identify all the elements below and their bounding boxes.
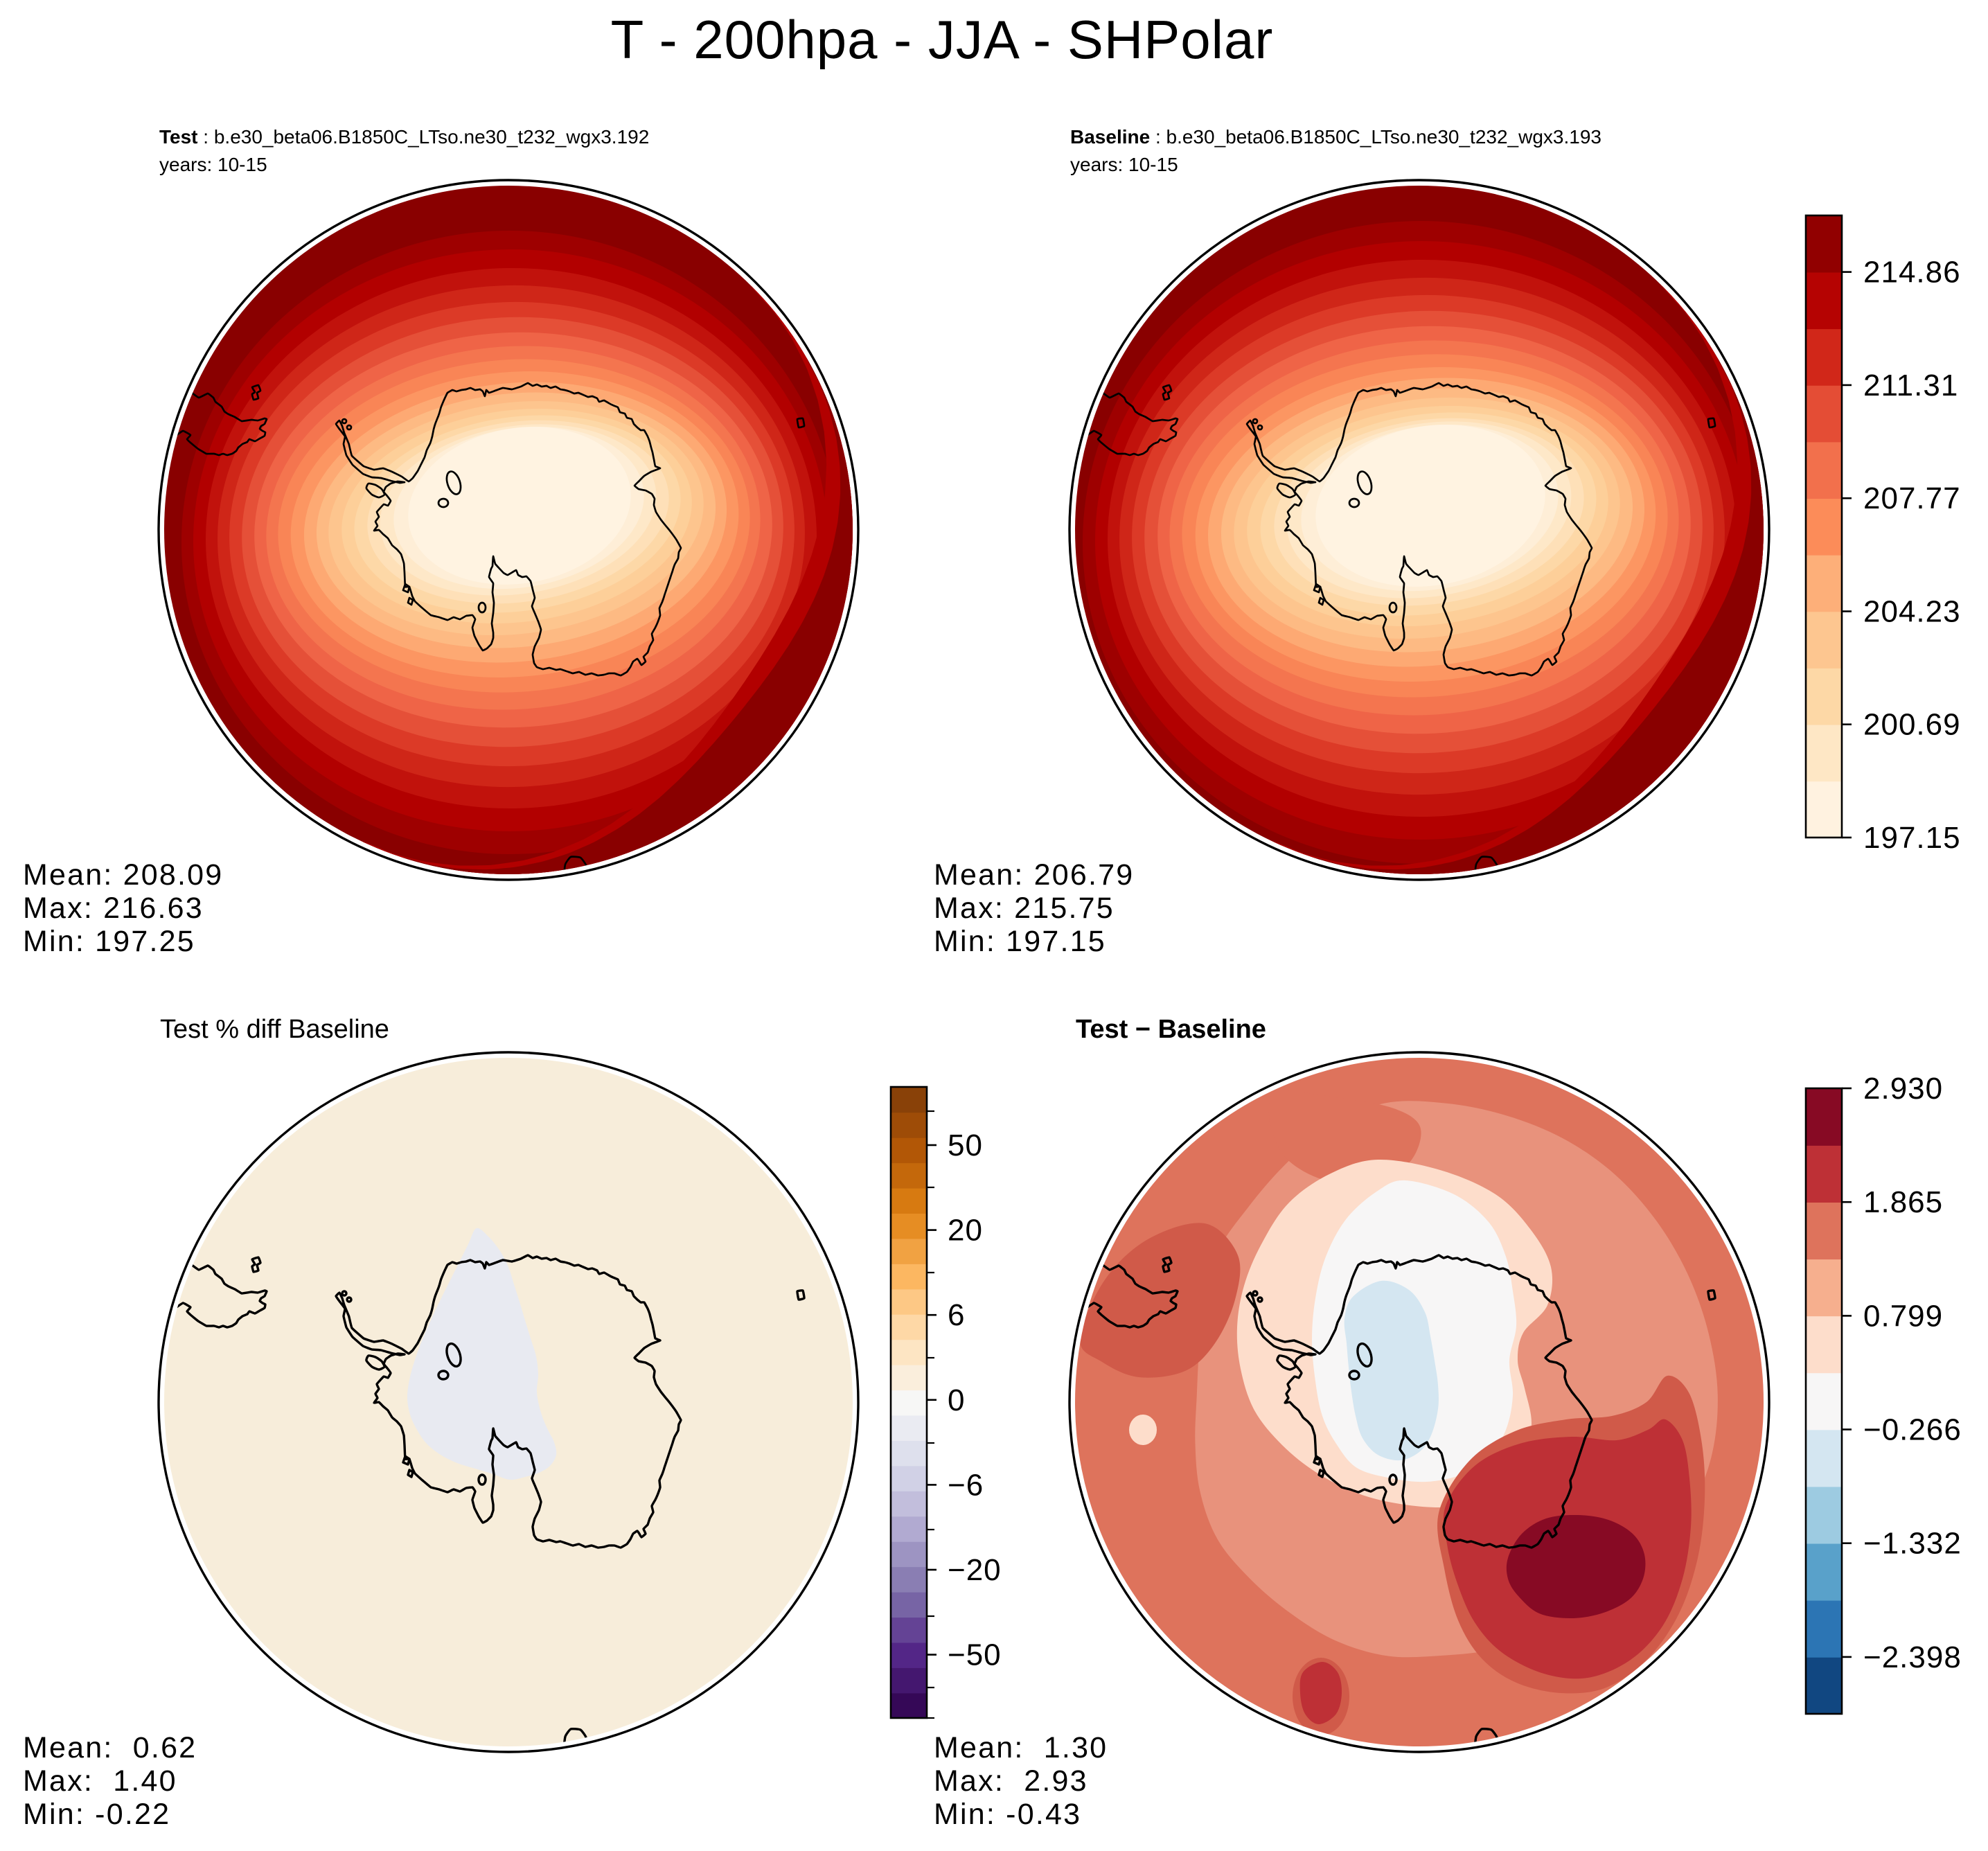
svg-text:years: 10-15: years: 10-15 xyxy=(1070,154,1178,175)
svg-text:211.31: 211.31 xyxy=(1863,369,1958,402)
svg-text:Test : b.e30_beta06.B1850C_LTs: Test : b.e30_beta06.B1850C_LTso.ne30_t23… xyxy=(159,126,649,148)
svg-text:6: 6 xyxy=(948,1298,965,1332)
svg-text:214.86: 214.86 xyxy=(1863,256,1961,290)
svg-text:2.930: 2.930 xyxy=(1863,1072,1943,1106)
svg-text:Min: -0.22: Min: -0.22 xyxy=(23,1798,170,1831)
svg-text:−6: −6 xyxy=(948,1468,984,1502)
svg-text:Min: 197.25: Min: 197.25 xyxy=(23,925,195,958)
svg-text:204.23: 204.23 xyxy=(1863,595,1961,629)
svg-text:Mean: 208.09: Mean: 208.09 xyxy=(23,858,223,892)
svg-text:Max: 215.75: Max: 215.75 xyxy=(934,892,1115,925)
svg-text:Min: 197.15: Min: 197.15 xyxy=(934,925,1106,958)
svg-text:197.15: 197.15 xyxy=(1863,821,1961,855)
svg-text:Mean: 206.79: Mean: 206.79 xyxy=(934,858,1134,892)
svg-text:Max: 1.40: Max: 1.40 xyxy=(23,1764,177,1798)
svg-text:Max: 216.63: Max: 216.63 xyxy=(23,892,204,925)
svg-text:0.799: 0.799 xyxy=(1863,1299,1943,1333)
svg-text:1.865: 1.865 xyxy=(1863,1185,1943,1219)
svg-text:years: 10-15: years: 10-15 xyxy=(159,154,267,175)
svg-text:20: 20 xyxy=(948,1214,983,1248)
svg-text:−2.398: −2.398 xyxy=(1863,1640,1962,1674)
svg-text:50: 50 xyxy=(948,1128,983,1162)
svg-text:Mean: 0.62: Mean: 0.62 xyxy=(23,1731,197,1764)
svg-text:Test % diff Baseline: Test % diff Baseline xyxy=(160,1015,389,1044)
svg-text:T - 200hpa - JJA - SHPolar: T - 200hpa - JJA - SHPolar xyxy=(611,9,1274,70)
svg-text:−0.266: −0.266 xyxy=(1863,1413,1962,1447)
svg-text:207.77: 207.77 xyxy=(1863,481,1961,515)
svg-text:Min: -0.43: Min: -0.43 xyxy=(934,1798,1081,1831)
svg-text:Baseline : b.e30_beta06.B1850C: Baseline : b.e30_beta06.B1850C_LTso.ne30… xyxy=(1070,126,1601,148)
svg-text:200.69: 200.69 xyxy=(1863,708,1961,742)
svg-text:Test − Baseline: Test − Baseline xyxy=(1076,1015,1266,1044)
svg-text:−1.332: −1.332 xyxy=(1863,1527,1962,1561)
svg-text:Max: 2.93: Max: 2.93 xyxy=(934,1764,1088,1798)
svg-text:0: 0 xyxy=(948,1383,965,1417)
svg-text:−50: −50 xyxy=(948,1638,1002,1672)
svg-text:−20: −20 xyxy=(948,1553,1002,1587)
svg-text:Mean: 1.30: Mean: 1.30 xyxy=(934,1731,1108,1764)
